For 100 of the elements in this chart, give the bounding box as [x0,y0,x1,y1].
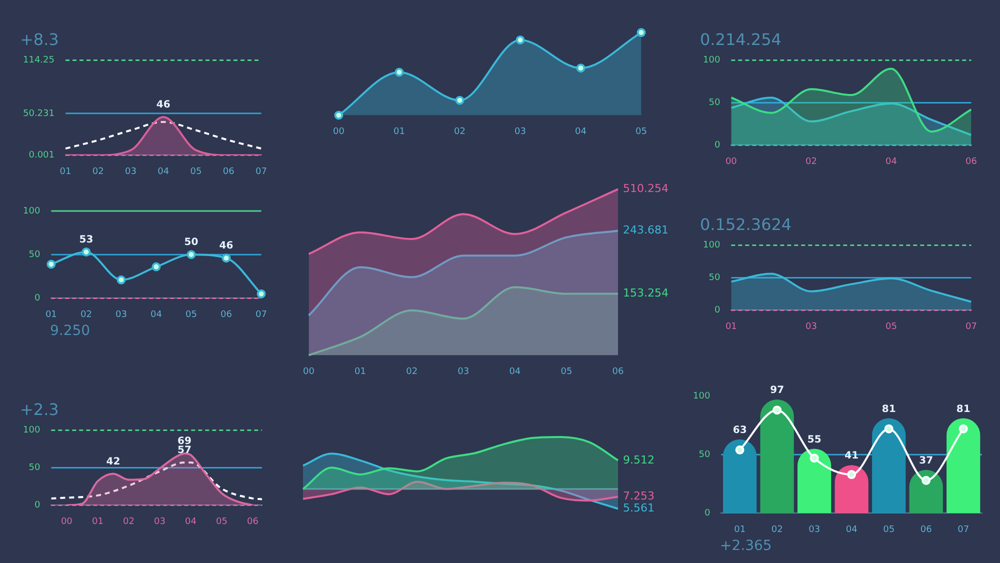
data-label: 50 [184,237,198,248]
x-tick-label: 04 [575,126,587,137]
point [516,35,525,44]
x-tick-label: 03 [125,166,136,177]
x-tick-label: 06 [222,166,235,177]
data-label: 46 [156,100,170,111]
point [735,445,744,454]
x-tick-label: 05 [886,322,897,332]
data-label: 53 [79,234,94,246]
y-tick-label: 50 [28,463,40,474]
point [810,454,819,463]
y-tick-label: 100 [22,206,40,216]
x-tick-label: 03 [458,366,470,377]
y-tick-label: 0.001 [28,150,54,161]
y-tick-label: 50 [708,273,720,284]
x-tick-label: 07 [966,322,977,332]
x-tick-label: 03 [808,524,820,535]
point [152,262,161,272]
x-tick-label: 06 [920,524,932,535]
y-tick-label: 0 [704,508,710,519]
x-tick-label: 05 [560,366,572,377]
text: 9.250 [49,323,92,339]
x-tick-label: 06 [246,516,259,527]
x-tick-label: 04 [886,156,898,167]
point [82,247,91,256]
x-tick-label: 00 [333,126,345,137]
point [186,250,196,260]
point [222,254,231,263]
x-tick-label: 02 [406,366,418,377]
series-label: 7.253 [623,490,654,503]
x-tick-label: 03 [115,310,127,320]
data-label: 57 [178,445,192,456]
x-tick-label: 01 [60,166,72,177]
y-tick-label: 100 [702,240,720,251]
y-tick-label: 0 [34,500,40,511]
bar [872,418,906,514]
x-tick-label: 02 [454,126,466,137]
data-label: 97 [770,385,784,396]
x-tick-label: 01 [92,516,104,527]
point [455,96,464,105]
bar [722,439,757,514]
x-tick-label: 04 [184,516,197,527]
x-tick-label: 02 [122,516,134,527]
bar [760,400,794,514]
data-label: 55 [807,434,822,446]
x-tick-label: 04 [150,310,162,320]
chart-title: +8.3 [20,30,59,49]
x-tick-label: 01 [354,366,366,377]
y-tick-label: 50 [28,250,40,260]
y-tick-label: 100 [702,56,720,66]
y-tick-label: 0 [714,306,720,316]
line-series [64,120,262,150]
x-tick-label: 05 [883,524,895,535]
x-tick-label: 05 [636,126,647,137]
point [958,424,968,434]
point [922,476,931,485]
x-tick-label: 07 [256,310,267,320]
x-tick-label: 04 [846,524,858,535]
point [847,470,856,480]
series-label: 243.681 [623,224,668,237]
series-label: 5.561 [623,502,654,515]
series-label: 9.512 [623,453,654,466]
x-tick-label: 01 [394,126,405,137]
x-tick-label: 01 [734,524,746,535]
point [256,289,266,298]
y-tick-label: 114.25 [22,56,54,66]
chart-title: 0.214.254 [700,30,782,49]
x-tick-label: 05 [190,166,202,177]
data-label: 81 [956,404,970,415]
y-tick-label: 100 [22,426,40,436]
x-tick-label: 04 [158,166,170,177]
x-tick-label: 06 [220,310,232,320]
x-tick-label: 02 [805,156,817,167]
x-tick-label: 04 [509,366,521,377]
data-label: 42 [106,456,120,468]
x-tick-label: 00 [725,156,738,167]
x-tick-label: 00 [303,366,315,377]
chart-title: 0.152.3624 [700,214,792,234]
x-tick-label: 05 [216,516,228,527]
x-tick-label: 06 [966,156,978,167]
bar [798,448,832,514]
x-tick-label: 03 [514,126,526,137]
x-tick-label: 06 [612,366,624,377]
y-tick-label: 100 [692,391,710,402]
x-tick-label: 00 [60,516,73,527]
series-label: 153.254 [623,286,668,300]
point [394,68,404,77]
x-tick-label: 02 [771,524,783,535]
point [576,64,586,73]
point [46,260,56,269]
point [116,275,126,284]
point [884,424,894,434]
data-label: 46 [219,240,234,252]
data-label: 37 [919,455,934,466]
point [772,406,782,415]
x-tick-label: 05 [186,310,197,320]
x-tick-label: 02 [80,310,92,320]
x-tick-label: 03 [154,516,166,527]
x-tick-label: 07 [958,524,970,535]
y-tick-label: 50.231 [22,108,54,119]
